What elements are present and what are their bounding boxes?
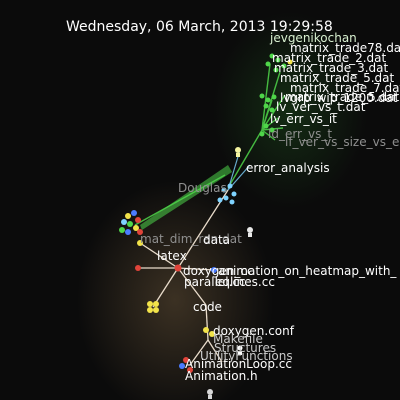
file-label: eqlines.cc: [215, 275, 275, 289]
file-node: [265, 97, 271, 103]
file-node: [119, 227, 125, 233]
file-node: [263, 103, 269, 109]
file-node: [135, 265, 141, 271]
file-label: AnimationLoop.cc: [185, 357, 292, 371]
file-label: UtilityFunctions: [200, 349, 293, 363]
file-label: matrix_trade_3.dat: [274, 61, 389, 75]
edge: [177, 267, 215, 271]
file-node: [153, 301, 159, 307]
file-node: [131, 210, 137, 216]
file-node: [227, 183, 233, 189]
file-node: [187, 367, 193, 373]
file-node: [265, 61, 271, 67]
file-node: [211, 267, 217, 273]
file-label: matrix_trade_5.dat: [285, 90, 400, 104]
edge: [205, 304, 209, 341]
green-edges: [134, 63, 286, 226]
user-label-jevgeni: jevgenikochan: [270, 31, 357, 45]
file-node: [263, 123, 269, 129]
file-node: [125, 229, 131, 235]
file-node: [259, 93, 265, 99]
node-cluster-latex: [135, 240, 182, 272]
person-icon: [207, 389, 213, 399]
dir-label-code: code: [193, 300, 222, 314]
dir-label-latex: latex: [157, 249, 187, 263]
node-cluster-code: [147, 267, 217, 373]
edge: [189, 339, 209, 366]
edge: [261, 99, 273, 131]
file-node: [269, 107, 275, 113]
file-node: [179, 363, 185, 369]
node-cluster-error-analysis: [217, 183, 237, 205]
file-label: matrix_trade_7.dat: [290, 81, 400, 95]
file-node: [273, 67, 279, 73]
file-node: [135, 217, 141, 223]
file-node: [271, 94, 277, 100]
file-node: [269, 53, 275, 59]
edge: [177, 189, 229, 269]
file-label: ld_err_vs_t: [268, 127, 333, 141]
tree-edges: [138, 189, 229, 366]
file-label: matrix_trade_5.dat: [280, 71, 395, 85]
person-icon: [237, 345, 243, 355]
file-label: doxygen_cc: [183, 264, 254, 278]
dir-label-error-analysis: error_analysis: [246, 161, 330, 175]
file-node: [217, 197, 223, 203]
file-label: lv_err_vs_it: [270, 112, 337, 126]
file-label: parallel.cc: [184, 275, 246, 289]
file-node: [223, 195, 229, 201]
timestamp-text: Wednesday, 06 March, 2013 19:29:58: [66, 19, 333, 35]
file-node: [183, 357, 189, 363]
file-label: matrix_trade78.dat: [290, 41, 400, 55]
edge: [261, 129, 276, 141]
file-label: Structures: [214, 341, 277, 355]
file-node: [125, 213, 131, 219]
file-node: [229, 199, 235, 205]
file-label: matrix_trade_2.dat: [272, 51, 387, 65]
edge: [207, 339, 223, 363]
file-node: [137, 229, 143, 235]
file-node: [153, 307, 159, 313]
file-label: doxygen.conf: [213, 324, 294, 338]
file-node: [269, 127, 275, 133]
person-icon: [247, 227, 253, 237]
file-node: [231, 191, 237, 197]
file-node: [281, 63, 287, 69]
file-label: Animation.h: [185, 369, 258, 383]
file-label: Makefile: [213, 332, 263, 346]
edge: [139, 242, 179, 269]
file-node: [275, 57, 281, 63]
file-node: [259, 131, 265, 137]
file-node: [209, 331, 215, 337]
douglas-beam: [140, 165, 232, 230]
file-label: lv_ver_vs_t.dat: [276, 100, 366, 114]
file-node: [137, 240, 143, 246]
user-label-douglas: Douglas: [178, 181, 227, 195]
file-label: lf_ver_vs_size_vs_err: [285, 135, 400, 149]
file-label: animation_on_heatmap_with_: [218, 264, 397, 278]
file-label: lvgrp_wip_1200.dat: [280, 91, 398, 105]
person-icon: [235, 147, 241, 157]
file-node: [127, 221, 133, 227]
file-node: [174, 264, 182, 272]
file-node: [221, 187, 227, 193]
edge: [177, 267, 207, 306]
file-node: [133, 225, 139, 231]
node-cluster-top: [265, 53, 293, 73]
file-node: [121, 219, 127, 225]
edge: [227, 129, 263, 189]
file-node: [287, 59, 293, 65]
edge: [152, 267, 179, 308]
node-cluster-douglas: [119, 210, 143, 235]
file-node: [203, 327, 209, 333]
file-label: mat_dim_ran.dat: [140, 232, 242, 246]
dir-label-data: data: [203, 233, 231, 247]
file-node: [147, 307, 153, 313]
file-node: [147, 301, 153, 307]
edge: [261, 63, 271, 131]
node-cluster-mid: [259, 93, 277, 137]
